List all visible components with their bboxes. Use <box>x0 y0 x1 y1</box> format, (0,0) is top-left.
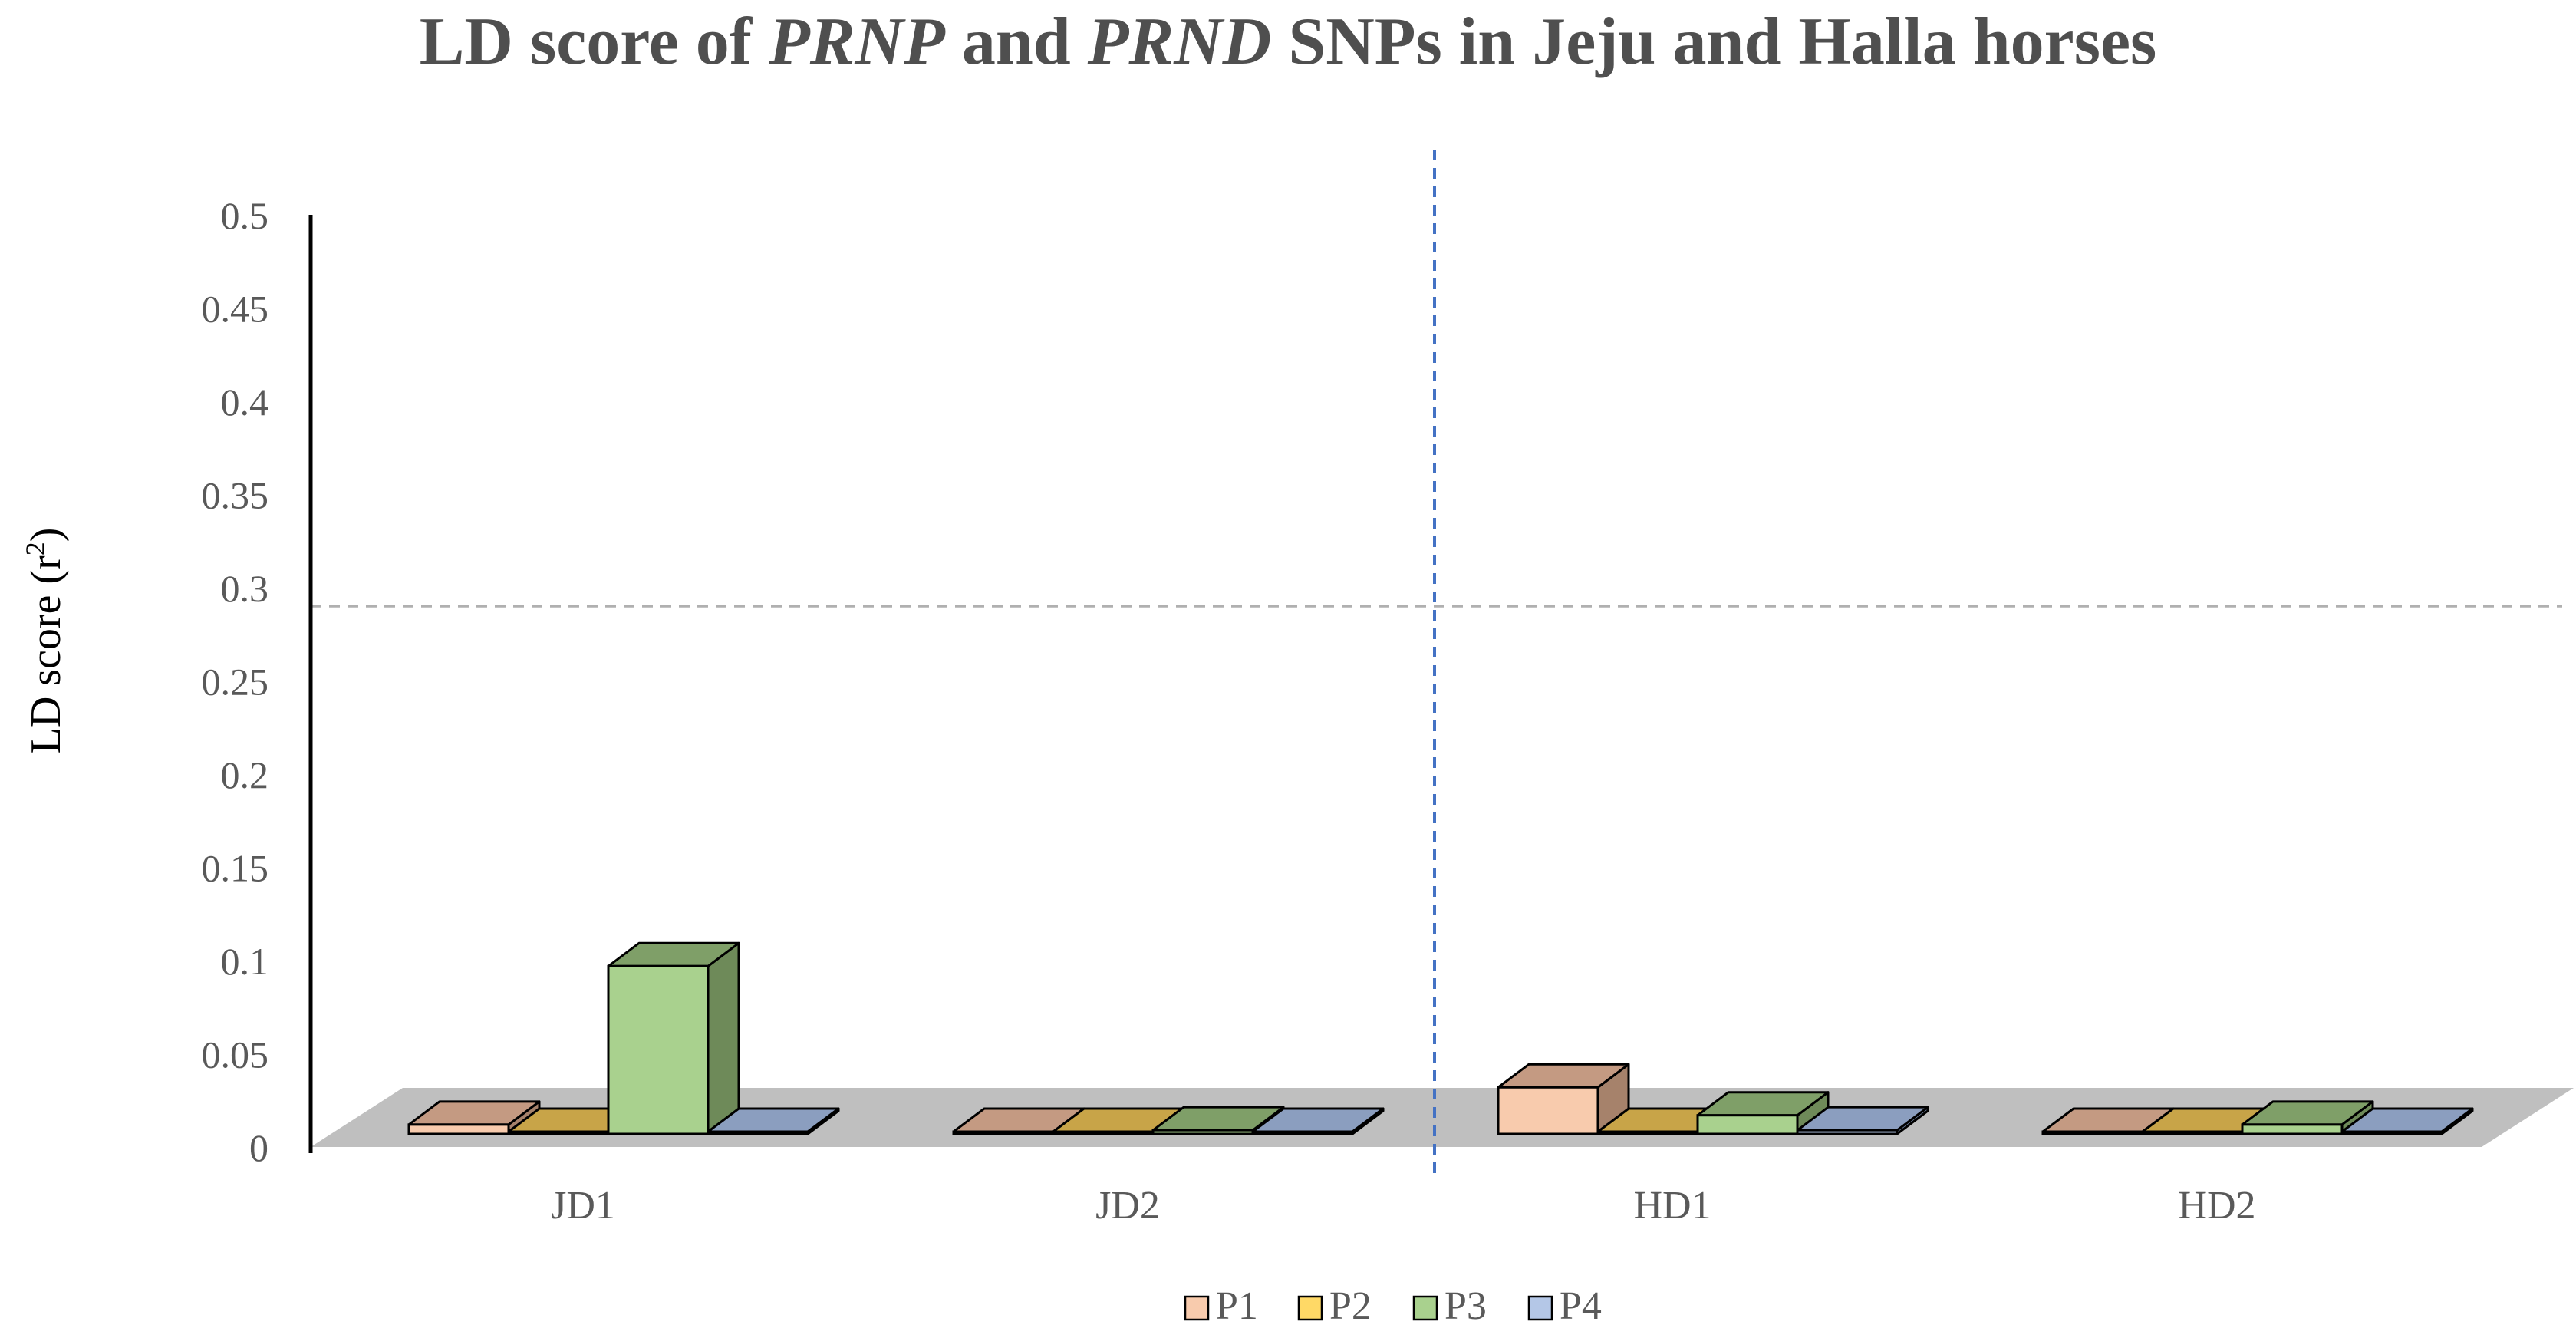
legend-item-P1: P1 <box>1184 1284 1258 1328</box>
bar-front <box>1696 1114 1799 1135</box>
bar-P4-HD1 <box>1796 1106 1929 1135</box>
legend-label: P3 <box>1444 1284 1487 1328</box>
bar-P1-JD1 <box>407 1100 541 1135</box>
bar-P4-HD2 <box>2340 1107 2474 1135</box>
y-tick-label: 0.1 <box>221 940 269 983</box>
legend-item-P4: P4 <box>1527 1284 1602 1328</box>
bar-front <box>607 964 710 1135</box>
y-tick-label: 0.35 <box>202 474 269 517</box>
bar-front <box>952 1130 1055 1135</box>
legend-label: P4 <box>1560 1284 1602 1328</box>
bar-front <box>2041 1130 2144 1135</box>
bar-P3-JD1 <box>607 941 740 1135</box>
y-tick-label: 0 <box>249 1126 268 1169</box>
legend-layer: P1 P2 P3 P4 <box>1184 1284 1602 1328</box>
bar-front <box>1052 1130 1155 1135</box>
bar-front <box>1596 1130 1699 1135</box>
axis-layer: 0 0.05 0.1 0.15 0.2 0.25 0.3 0.35 0.4 0.45 0.5 JD1 J… <box>20 194 2256 1228</box>
floor-layer <box>311 1088 2574 1147</box>
title-part: PRND <box>1087 5 1272 79</box>
x-category-label: JD1 <box>551 1184 615 1228</box>
chart-floor <box>311 1088 2574 1147</box>
bar-front <box>2241 1123 2344 1135</box>
bar-front <box>1796 1129 1899 1135</box>
legend-item-P2: P2 <box>1297 1284 1372 1328</box>
y-axis-title: LD score (r2) <box>20 528 70 754</box>
bar-front <box>2340 1130 2443 1135</box>
y-tick-label: 0.25 <box>202 661 269 704</box>
bar-front <box>2141 1130 2244 1135</box>
y-tick-label: 0.05 <box>202 1033 269 1076</box>
bar-front <box>1251 1130 1354 1135</box>
y-tick-label: 0.4 <box>221 381 269 423</box>
bar-front <box>707 1130 809 1135</box>
bar-front <box>407 1123 510 1135</box>
legend-swatch <box>1184 1295 1210 1321</box>
bar-P3-HD1 <box>1696 1091 1830 1135</box>
bar-front <box>1151 1129 1254 1135</box>
bar-side <box>707 941 740 1135</box>
x-category-label: HD2 <box>2178 1184 2255 1228</box>
title-part: PRNP <box>769 5 945 79</box>
legend-swatch <box>1527 1295 1553 1321</box>
bar-P4-JD1 <box>707 1107 840 1135</box>
y-tick-label: 0.15 <box>202 847 269 890</box>
y-tick-label: 0.45 <box>202 288 269 331</box>
y-tick-label: 0.5 <box>221 194 269 237</box>
title-part: SNPs in Jeju and Halla horses <box>1271 5 2157 79</box>
legend-swatch <box>1297 1295 1323 1321</box>
reference-lines <box>311 150 2562 1181</box>
title-part: LD score of <box>419 5 769 79</box>
x-category-label: JD2 <box>1095 1184 1160 1228</box>
bar-front <box>1497 1086 1599 1135</box>
legend-swatch <box>1412 1295 1438 1321</box>
legend-item-P3: P3 <box>1412 1284 1487 1328</box>
x-category-label: HD1 <box>1633 1184 1711 1228</box>
bars-layer <box>407 941 2474 1135</box>
legend-label: P1 <box>1216 1284 1258 1328</box>
y-tick-label: 0.3 <box>221 567 269 610</box>
bar-P4-JD2 <box>1251 1107 1385 1135</box>
y-tick-label: 0.2 <box>221 753 269 796</box>
legend-label: P2 <box>1329 1284 1372 1328</box>
bar-front <box>507 1130 610 1135</box>
title-part: and <box>944 5 1088 79</box>
chart-title: LD score of PRNP and PRND SNPs in Jeju a… <box>0 3 2576 81</box>
